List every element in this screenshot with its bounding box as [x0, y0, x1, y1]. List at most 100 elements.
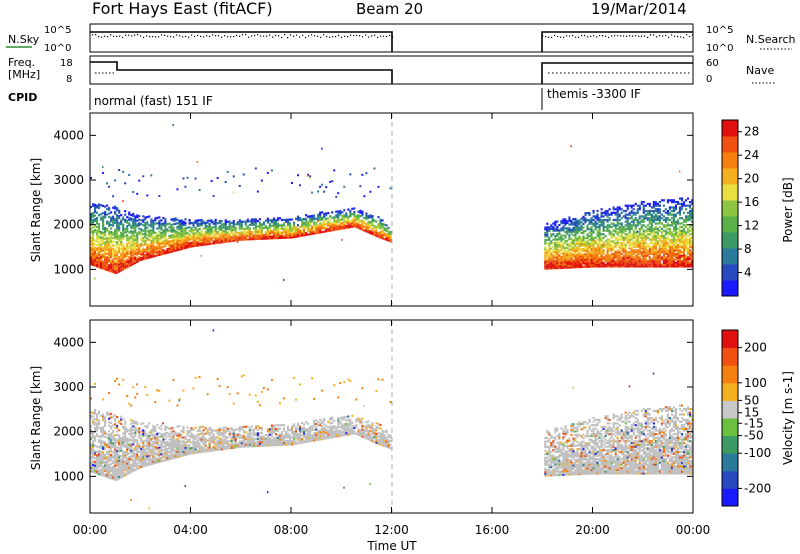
power-cell — [148, 248, 150, 251]
power-cell — [634, 254, 637, 257]
power-cell — [305, 223, 308, 226]
power-cell — [224, 228, 227, 231]
velocity-cell — [152, 460, 155, 463]
power-cell — [658, 245, 661, 248]
power-cell — [674, 226, 678, 229]
power-cell — [126, 237, 129, 240]
power-cell — [644, 242, 647, 245]
power-cell — [204, 221, 207, 225]
power-cell — [134, 238, 137, 241]
power-cell — [634, 245, 637, 248]
power-cell — [120, 258, 123, 261]
velocity-cell — [150, 445, 153, 448]
velocity-cell — [92, 465, 95, 468]
velocity-cell — [124, 474, 127, 477]
power-cell — [234, 233, 237, 237]
velocity-cell — [98, 465, 101, 469]
velocity-cell — [116, 415, 119, 419]
power-cell — [110, 268, 113, 271]
power-cell — [150, 220, 153, 223]
velocity-cell — [124, 463, 127, 466]
power-cell — [150, 234, 153, 237]
velocity-cell — [152, 424, 155, 428]
power-cell — [616, 215, 619, 218]
power-cell — [680, 222, 684, 225]
power-cell — [554, 245, 557, 248]
power-cell — [387, 230, 390, 233]
power-cell — [112, 260, 115, 263]
nsearch-point — [320, 36, 322, 38]
power-cell — [640, 240, 643, 243]
power-cell — [656, 227, 659, 231]
power-cell — [204, 232, 207, 235]
power-cell — [337, 228, 340, 231]
power-cell — [106, 236, 109, 239]
power-cell — [546, 233, 549, 236]
power-cell — [196, 222, 199, 226]
velocity-cell — [94, 471, 97, 474]
power-cell — [602, 242, 605, 245]
power-cell — [280, 236, 284, 239]
power-cell — [248, 223, 251, 227]
power-cell — [379, 236, 382, 239]
power-cell — [640, 233, 643, 236]
power-cell — [188, 235, 191, 238]
power-cell — [168, 245, 171, 248]
power-cell — [110, 230, 113, 234]
power-cell — [319, 231, 322, 234]
power-cell — [146, 253, 149, 256]
power-cell — [594, 224, 597, 227]
power-cell — [258, 218, 261, 221]
power-cell — [570, 244, 573, 248]
power-cell — [256, 234, 259, 237]
power-cell — [636, 236, 639, 239]
power-cell — [286, 229, 290, 232]
nsearch-point — [239, 35, 241, 37]
power-cell — [90, 261, 93, 264]
power-cell — [690, 220, 693, 223]
power-cell — [626, 220, 629, 223]
power-cell — [266, 230, 269, 233]
power-cell — [640, 263, 643, 266]
power-cell — [574, 217, 577, 221]
power-cell — [122, 268, 125, 271]
power-cell — [224, 181, 227, 184]
power-cell — [140, 244, 143, 247]
velocity-cell — [154, 445, 157, 449]
power-cell — [644, 252, 647, 256]
power-cell — [154, 238, 157, 242]
power-cell — [610, 256, 613, 259]
power-cell — [186, 235, 189, 238]
velocity-cell — [100, 461, 103, 464]
power-cell — [184, 221, 187, 225]
power-cell — [638, 265, 641, 268]
power-cell — [642, 254, 645, 257]
power-cell — [546, 262, 549, 265]
power-cell — [110, 266, 113, 269]
power-cell — [309, 217, 312, 220]
power-cell — [363, 216, 366, 220]
power-cell — [558, 223, 561, 227]
nsearch-point — [626, 35, 628, 37]
power-cell — [202, 238, 205, 241]
power-cell — [168, 249, 171, 252]
power-cell — [588, 251, 591, 254]
power-cell — [578, 260, 581, 263]
power-cell — [92, 213, 95, 216]
power-cell — [186, 176, 189, 179]
power-cell — [564, 252, 567, 255]
power-cell — [684, 249, 688, 252]
power-cell — [684, 259, 688, 263]
power-cell — [303, 218, 306, 221]
power-cell — [250, 220, 253, 223]
power-cell — [550, 224, 553, 227]
power-cell — [644, 245, 647, 248]
power-cell — [642, 234, 645, 238]
power-cell — [112, 195, 115, 198]
velocity-cell — [164, 427, 167, 430]
power-cell — [648, 252, 651, 256]
power-cell — [670, 263, 673, 266]
power-cell — [548, 229, 551, 232]
power-cell — [184, 230, 187, 233]
power-cell — [672, 236, 675, 239]
